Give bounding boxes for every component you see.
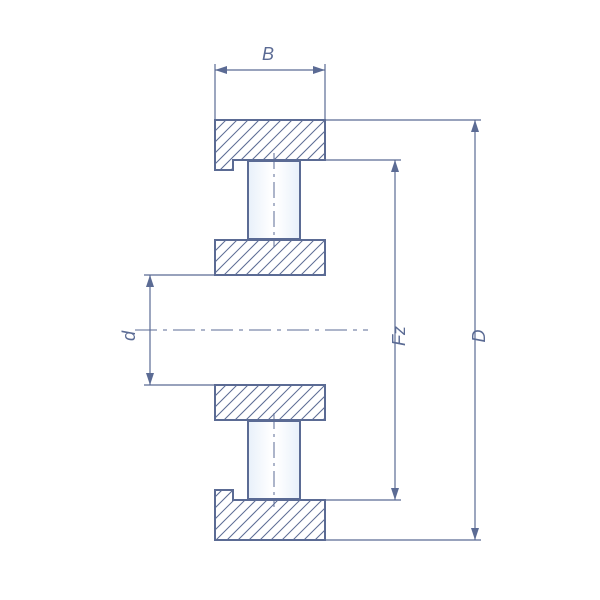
dim-label-B: B — [262, 44, 274, 64]
dim-label-D: D — [469, 330, 489, 343]
dim-label-d: d — [119, 330, 139, 341]
dim-label-Fz: Fz — [389, 326, 409, 346]
